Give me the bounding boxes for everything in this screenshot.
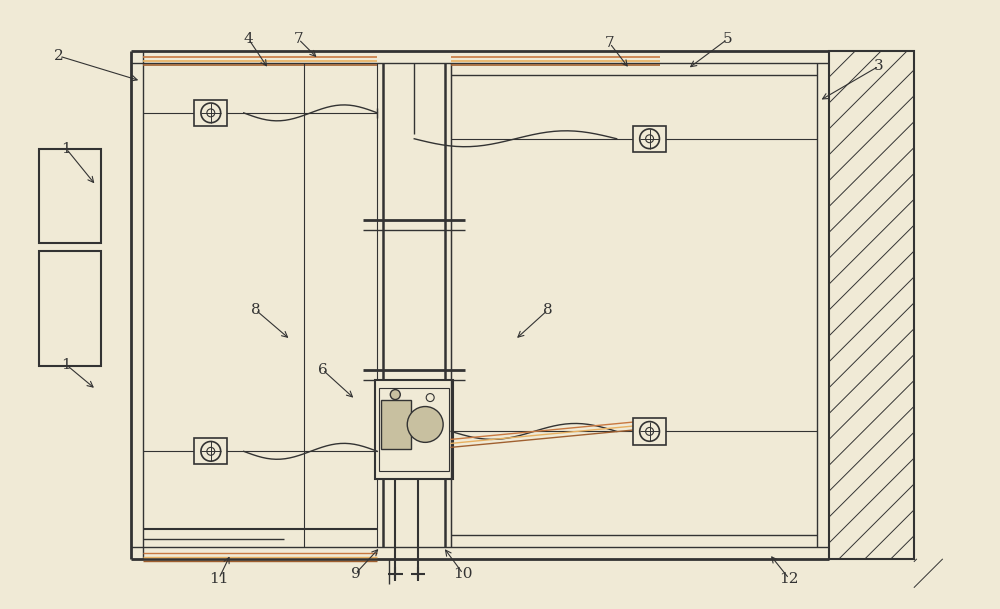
Bar — [39, 252, 101, 366]
Text: 2: 2 — [54, 49, 64, 63]
Text: 7: 7 — [605, 36, 615, 50]
Bar — [194, 100, 227, 126]
Text: 4: 4 — [244, 32, 254, 46]
Circle shape — [640, 421, 659, 442]
Text: 7: 7 — [294, 32, 303, 46]
Circle shape — [646, 135, 654, 143]
Text: 3: 3 — [874, 59, 884, 73]
Text: 9: 9 — [351, 567, 360, 581]
Bar — [379, 387, 449, 471]
Text: 12: 12 — [779, 572, 799, 586]
Text: 8: 8 — [251, 303, 260, 317]
Text: 8: 8 — [543, 303, 553, 317]
Circle shape — [390, 390, 400, 400]
Circle shape — [207, 448, 215, 456]
Bar — [39, 149, 101, 243]
Bar — [381, 400, 411, 449]
Circle shape — [207, 109, 215, 117]
Text: 1: 1 — [61, 142, 71, 156]
Text: 6: 6 — [318, 363, 327, 377]
Text: 10: 10 — [453, 567, 473, 581]
Text: 1: 1 — [61, 357, 71, 371]
Bar — [375, 379, 453, 479]
Text: 5: 5 — [723, 32, 732, 46]
Circle shape — [646, 428, 654, 435]
Text: 11: 11 — [209, 572, 229, 586]
Bar — [829, 51, 914, 559]
Bar — [194, 438, 227, 465]
Bar — [633, 125, 666, 152]
Circle shape — [201, 103, 221, 123]
Circle shape — [640, 129, 659, 149]
Bar — [633, 418, 666, 445]
Circle shape — [407, 407, 443, 442]
Circle shape — [201, 442, 221, 461]
